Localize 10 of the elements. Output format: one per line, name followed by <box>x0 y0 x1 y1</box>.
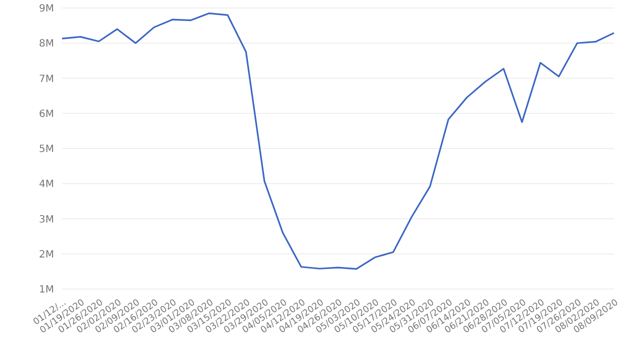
y-tick-label: 2M <box>39 249 54 260</box>
y-tick-label: 4M <box>39 179 54 190</box>
y-tick-label: 9M <box>39 4 54 15</box>
y-tick-label: 8M <box>39 38 54 50</box>
y-tick-label: 7M <box>39 74 54 85</box>
line-series <box>61 12 615 270</box>
y-tick-label: 3M <box>39 214 54 226</box>
y-tick-label: 6M <box>39 108 54 120</box>
y-tick-label: 1M <box>39 284 54 296</box>
y-tick-label: 5M <box>39 144 54 156</box>
